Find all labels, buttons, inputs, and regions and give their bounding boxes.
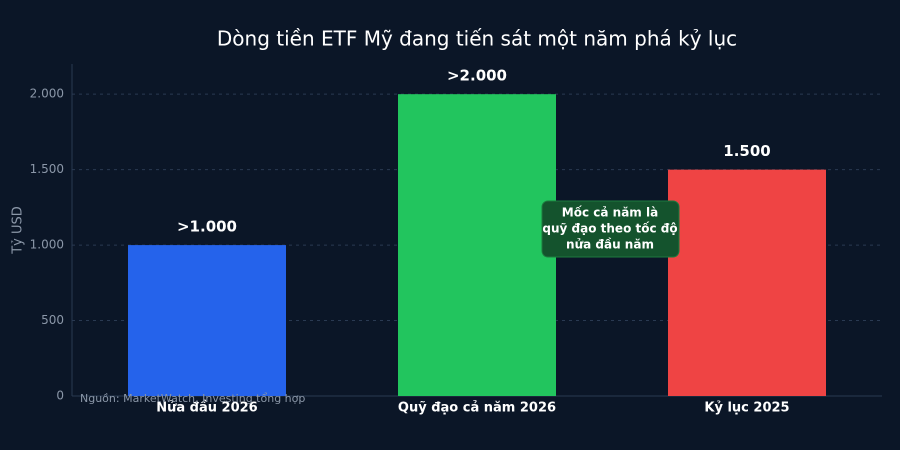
bar [128,245,286,396]
annotation: Mốc cả năm là [562,206,658,220]
annotation: nửa đầu năm [566,238,654,252]
chart-title: Dòng tiền ETF Mỹ đang tiến sát một năm p… [217,27,737,51]
y-tick-label: 0 [56,389,64,403]
value-label: >1.000 [177,218,237,236]
annotation: quỹ đạo theo tốc độ [542,222,677,236]
value-label: >2.000 [447,67,507,85]
x-tick-label: Nửa đầu 2026 [156,401,257,416]
x-tick-label: Kỷ lục 2025 [704,401,789,416]
y-tick-label: 2.000 [30,87,64,101]
y-tick-label: 1.000 [30,238,64,252]
y-tick-label: 500 [41,313,64,327]
y-tick-label: 1.500 [30,162,64,176]
value-label: 1.500 [723,142,770,160]
source: Nguồn: MarketWatch, Investing tổng hợp [80,392,305,405]
bar [668,169,826,396]
bar [398,94,556,396]
x-tick-label: Quỹ đạo cả năm 2026 [398,401,556,416]
annotation-box [541,200,680,258]
y-axis-label: Tỷ USD [11,206,26,255]
